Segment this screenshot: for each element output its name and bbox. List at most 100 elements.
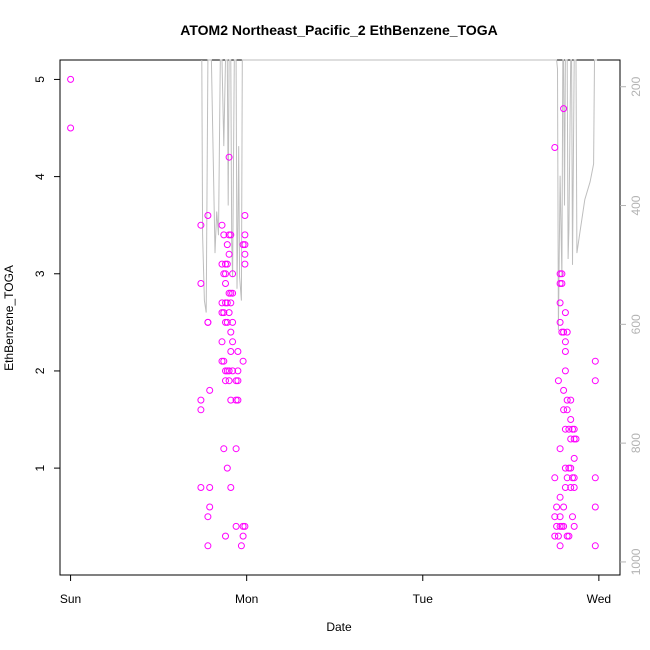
y-tick-label: 3 bbox=[33, 270, 47, 277]
y-right-tick-label: 800 bbox=[629, 433, 643, 453]
data-point bbox=[222, 377, 229, 385]
data-point bbox=[241, 260, 249, 268]
x-tick-label: Tue bbox=[413, 592, 434, 606]
data-point bbox=[591, 377, 599, 385]
data-point bbox=[561, 338, 569, 346]
x-tick-label: Mon bbox=[235, 592, 258, 606]
data-point bbox=[565, 425, 573, 433]
data-point bbox=[204, 542, 212, 550]
data-point bbox=[218, 221, 226, 229]
data-point bbox=[222, 270, 229, 278]
data-point bbox=[570, 522, 578, 530]
data-point bbox=[225, 153, 233, 161]
y-right-tick-label: 600 bbox=[629, 314, 643, 334]
plot-frame bbox=[59, 59, 621, 576]
data-point bbox=[563, 396, 571, 404]
data-point bbox=[241, 522, 249, 530]
data-point bbox=[229, 318, 237, 326]
data-point bbox=[218, 338, 226, 346]
data-point bbox=[567, 416, 575, 423]
data-point bbox=[561, 309, 569, 317]
data-point bbox=[563, 406, 571, 414]
data-point bbox=[227, 231, 235, 239]
data-point bbox=[554, 532, 562, 540]
data-point bbox=[556, 445, 564, 453]
x-tick-label: Wed bbox=[587, 592, 611, 606]
x-axis-label: Date bbox=[326, 620, 352, 634]
y-right-tick-label: 400 bbox=[629, 195, 643, 215]
data-point bbox=[232, 522, 240, 530]
data-point bbox=[551, 513, 559, 521]
data-point bbox=[561, 367, 569, 375]
data-point bbox=[241, 241, 249, 249]
data-point bbox=[561, 464, 569, 472]
data-point bbox=[556, 542, 564, 550]
data-point bbox=[561, 425, 569, 433]
data-point bbox=[554, 377, 562, 385]
data-point bbox=[591, 357, 599, 365]
data-point bbox=[234, 396, 242, 404]
data-point bbox=[206, 503, 214, 511]
data-point bbox=[223, 260, 231, 268]
data-point bbox=[234, 377, 242, 385]
data-point bbox=[563, 474, 571, 482]
data-point bbox=[239, 532, 247, 540]
data-point bbox=[218, 260, 226, 268]
data-point bbox=[227, 484, 235, 491]
data-point bbox=[229, 367, 237, 375]
data-point bbox=[223, 241, 231, 249]
x-tick-label: Sun bbox=[60, 592, 81, 606]
secondary-series bbox=[201, 59, 598, 331]
data-point bbox=[560, 406, 568, 414]
data-point bbox=[234, 348, 242, 355]
y-right-tick-label: 1000 bbox=[629, 548, 643, 575]
y-right-tick-label: 200 bbox=[629, 76, 643, 96]
y-tick-label: 4 bbox=[33, 173, 47, 180]
data-point bbox=[197, 280, 205, 287]
data-point bbox=[67, 75, 75, 83]
data-point bbox=[204, 212, 212, 219]
data-point bbox=[197, 406, 205, 414]
secondary-series-line bbox=[201, 59, 598, 331]
y-tick-label: 5 bbox=[33, 76, 47, 83]
data-point bbox=[227, 299, 235, 307]
data-point bbox=[218, 299, 226, 307]
data-point bbox=[206, 484, 214, 491]
data-point bbox=[560, 503, 568, 511]
y-tick-label: 2 bbox=[33, 367, 47, 374]
data-point bbox=[220, 309, 228, 317]
data-point bbox=[220, 231, 228, 239]
y-axis: 1 2 3 4 5 bbox=[33, 76, 60, 471]
data-point bbox=[565, 532, 573, 540]
data-point bbox=[553, 503, 561, 511]
data-point bbox=[570, 474, 578, 482]
data-point bbox=[227, 348, 235, 355]
data-point bbox=[558, 270, 566, 278]
data-point bbox=[241, 250, 249, 258]
data-point bbox=[227, 396, 235, 404]
data-point bbox=[561, 348, 569, 355]
data-point bbox=[567, 484, 575, 491]
data-point bbox=[197, 484, 205, 491]
data-point bbox=[225, 250, 233, 258]
data-point bbox=[234, 367, 242, 375]
data-point bbox=[569, 513, 576, 521]
data-point bbox=[563, 328, 571, 336]
data-point bbox=[556, 493, 564, 501]
data-point bbox=[560, 522, 568, 530]
data-point bbox=[560, 105, 568, 113]
data-point bbox=[570, 425, 578, 433]
data-point bbox=[241, 231, 249, 239]
data-point bbox=[197, 221, 205, 229]
data-points bbox=[67, 75, 599, 550]
data-point bbox=[570, 454, 578, 462]
data-point bbox=[229, 338, 237, 346]
data-point bbox=[206, 386, 214, 394]
data-point bbox=[204, 513, 212, 521]
data-point bbox=[567, 435, 575, 443]
data-point bbox=[570, 484, 578, 491]
data-point bbox=[591, 503, 599, 511]
data-point bbox=[227, 328, 235, 336]
data-point bbox=[220, 445, 228, 453]
data-point bbox=[572, 435, 580, 443]
